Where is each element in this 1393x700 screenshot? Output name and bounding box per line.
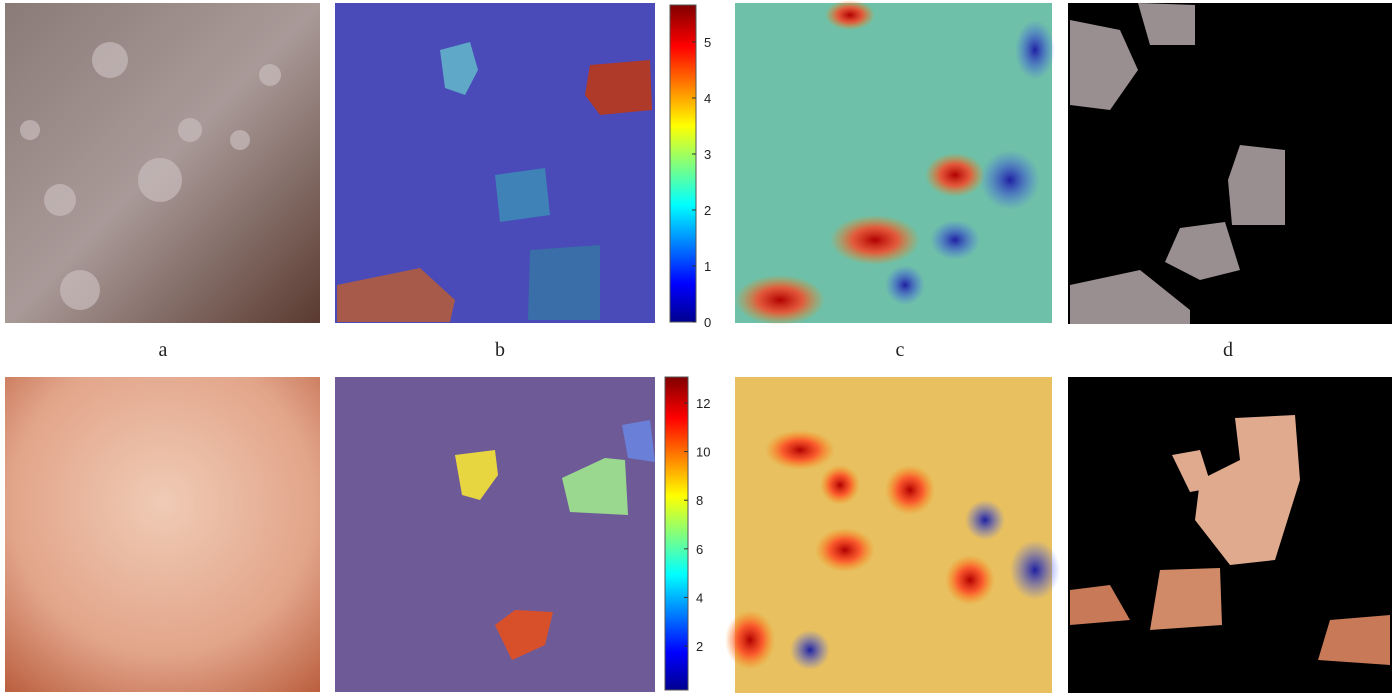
colorbar-tick-label: 10: [696, 445, 710, 460]
colorbar: [664, 376, 689, 691]
colorbar-tick-label: 2: [696, 639, 703, 654]
region: [440, 42, 478, 95]
photo-a2: [5, 377, 320, 692]
heat-spots: [735, 0, 1055, 325]
colorbar-tick-label: 6: [696, 542, 703, 557]
region: [455, 450, 498, 500]
region: [495, 168, 550, 222]
panel-label: d: [1223, 339, 1233, 361]
colorbar-tick-label: 5: [704, 35, 711, 50]
colorbar-tick-label: 12: [696, 396, 710, 411]
panel-label: c: [896, 339, 905, 361]
mask-regions: [1070, 415, 1390, 665]
colorbar-tick-label: 2: [704, 203, 711, 218]
heatmap-c2: [735, 377, 1052, 693]
region: [495, 610, 553, 660]
region: [585, 60, 652, 115]
colorbar: [669, 4, 697, 323]
colorbar-tick-label: 3: [704, 147, 711, 162]
region: [337, 268, 455, 322]
overlay-b: [335, 3, 655, 323]
region: [622, 420, 655, 462]
heat-spots: [725, 430, 1060, 670]
panel-label: a: [159, 339, 168, 361]
overlay-b2: [335, 377, 655, 692]
mask-regions: [1070, 3, 1285, 324]
colorbar-tick-label: 0: [704, 315, 711, 330]
colorbar-tick-label: 1: [704, 259, 711, 274]
region: [562, 458, 628, 515]
region: [528, 245, 600, 320]
panel-label: b: [495, 339, 505, 361]
colorbar-tick-label: 4: [704, 91, 711, 106]
lesions: [20, 42, 281, 310]
colorbar-tick-label: 8: [696, 493, 703, 508]
colorbar-tick-label: 4: [696, 590, 703, 605]
